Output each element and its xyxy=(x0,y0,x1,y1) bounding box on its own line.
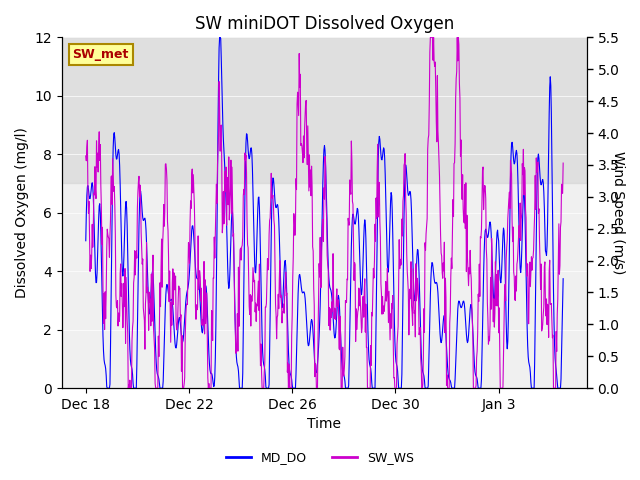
X-axis label: Time: Time xyxy=(307,418,342,432)
Bar xyxy=(62,37,587,183)
Y-axis label: Wind Speed (m/s): Wind Speed (m/s) xyxy=(611,151,625,275)
Text: SW_met: SW_met xyxy=(72,48,129,61)
Title: SW miniDOT Dissolved Oxygen: SW miniDOT Dissolved Oxygen xyxy=(195,15,454,33)
Legend: MD_DO, SW_WS: MD_DO, SW_WS xyxy=(221,446,419,469)
Y-axis label: Dissolved Oxygen (mg/l): Dissolved Oxygen (mg/l) xyxy=(15,127,29,298)
